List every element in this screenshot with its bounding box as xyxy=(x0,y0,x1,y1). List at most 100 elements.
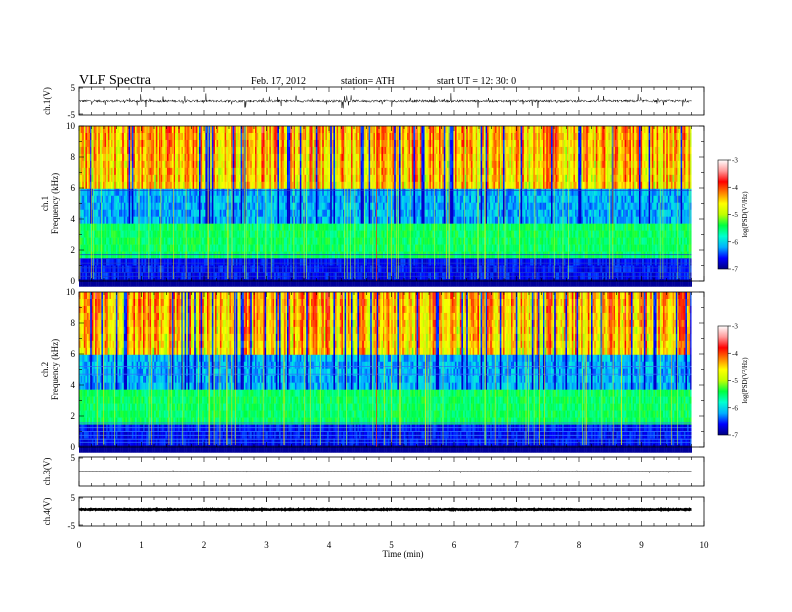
spectrogram-cell xyxy=(219,139,222,148)
spectrogram-cell xyxy=(154,265,156,273)
spectrogram-cell xyxy=(391,188,393,197)
spectrogram-cell xyxy=(352,265,355,273)
spectrogram-cell xyxy=(394,139,396,148)
spectrogram-cell xyxy=(264,146,267,155)
spectrogram-cell xyxy=(264,174,267,183)
spectrogram-cell xyxy=(240,167,243,176)
spectrogram-cell xyxy=(199,209,201,217)
spectrogram-cell xyxy=(263,153,265,162)
spectrogram-cell xyxy=(119,132,121,141)
spectrogram-cell xyxy=(379,160,382,169)
spectrogram-cell xyxy=(159,230,161,238)
spectrogram-cell xyxy=(128,188,131,197)
spectrogram-cell xyxy=(125,139,128,148)
spectrogram-cell xyxy=(195,251,198,259)
spectrogram-cell xyxy=(107,132,110,141)
spectrogram-cell xyxy=(167,244,169,252)
spectrogram-cell xyxy=(229,195,232,204)
spectrogram-cell xyxy=(103,126,105,134)
spectrogram-cell xyxy=(122,209,124,217)
spectrogram-cell xyxy=(370,251,372,259)
spectrogram-cell xyxy=(347,202,350,210)
spectrogram-cell xyxy=(335,265,337,273)
spectrogram-cell xyxy=(226,146,228,155)
spectrogram-cell xyxy=(155,237,158,245)
spectrogram-cell xyxy=(373,251,376,259)
spectrogram-cell xyxy=(251,188,254,197)
spectrogram-cell xyxy=(181,174,184,183)
spectrogram-cell xyxy=(389,188,392,197)
spectrogram-cell xyxy=(357,258,360,266)
spectrogram-cell xyxy=(360,209,363,217)
spectrogram-cell xyxy=(362,160,364,169)
spectrogram-cell xyxy=(299,230,302,238)
spectrogram-cell xyxy=(227,251,230,259)
spectrogram-cell xyxy=(339,230,342,238)
spectrogram-cell xyxy=(338,230,340,238)
spectrogram-cell xyxy=(299,265,302,273)
spectrogram-cell xyxy=(391,195,393,204)
spectrogram-cell xyxy=(375,181,377,190)
spectrogram-cell xyxy=(112,230,115,238)
spectrogram-cell xyxy=(339,244,342,252)
spectrogram-cell xyxy=(135,209,137,217)
spectrogram-cell xyxy=(408,160,411,169)
spectrogram-cell xyxy=(226,139,228,148)
spectrogram-cell xyxy=(394,265,396,273)
spectrogram-cell xyxy=(227,195,230,204)
spectrogram-cell xyxy=(219,160,222,169)
spectrogram-cell xyxy=(331,258,334,266)
spectrogram-cell xyxy=(130,237,132,245)
spectrogram-cell xyxy=(167,265,169,273)
spectrogram-cell xyxy=(272,216,275,224)
spectrogram-cell xyxy=(407,167,409,176)
spectrogram-cell xyxy=(223,132,225,141)
spectrogram-cell xyxy=(184,230,187,238)
spectrogram-cell xyxy=(163,126,166,134)
spectrogram-cell xyxy=(304,132,307,141)
spectrogram-cell xyxy=(272,139,275,148)
spectrogram-cell xyxy=(347,132,350,141)
spectrogram-cell xyxy=(253,195,256,204)
spectrogram-cell xyxy=(387,167,390,176)
spectrogram-cell xyxy=(175,146,177,155)
spectrogram-cell xyxy=(197,230,200,238)
spectrogram-cell xyxy=(87,195,89,204)
spectrogram-cell xyxy=(293,139,296,148)
spectrogram-cell xyxy=(96,146,99,155)
spectrogram-cell xyxy=(381,126,384,134)
spectrogram-cell xyxy=(394,251,396,259)
spectrogram-cell xyxy=(319,126,321,134)
spectrogram-cell xyxy=(141,237,144,245)
spectrogram-cell xyxy=(258,132,260,141)
spectrogram-cell xyxy=(144,258,147,266)
spectrogram-cell xyxy=(114,139,116,148)
spectrogram-cell xyxy=(199,251,201,259)
spectrogram-cell xyxy=(210,160,212,169)
spectrogram-cell xyxy=(128,202,131,210)
spectrogram-cell xyxy=(192,230,195,238)
spectrogram-cell xyxy=(343,160,345,169)
spectrogram-cell xyxy=(160,244,163,252)
spectrogram-cell xyxy=(175,216,177,224)
spectrogram-cell xyxy=(160,223,163,231)
spectrogram-cell xyxy=(167,139,169,148)
spectrogram-cell xyxy=(191,174,193,183)
spectrogram-cell xyxy=(410,265,412,273)
spectrogram-cell xyxy=(375,209,377,217)
spectrogram-cell xyxy=(271,126,273,134)
spectrogram-cell xyxy=(107,139,110,148)
spectrogram-cell xyxy=(82,202,84,210)
spectrogram-cell xyxy=(199,188,201,197)
spectrogram-cell xyxy=(403,160,406,169)
spectrogram-cell xyxy=(357,195,360,204)
spectrogram-cell xyxy=(187,126,190,134)
spectrogram-cell xyxy=(306,132,308,141)
spectrogram-cell xyxy=(295,146,297,155)
spectrogram-cell xyxy=(127,126,129,134)
spectrogram-cell xyxy=(351,139,353,148)
spectrogram-cell xyxy=(411,139,414,148)
spectrogram-cell xyxy=(224,216,227,224)
spectrogram-cell xyxy=(309,132,312,141)
spectrogram-cell xyxy=(93,132,96,141)
